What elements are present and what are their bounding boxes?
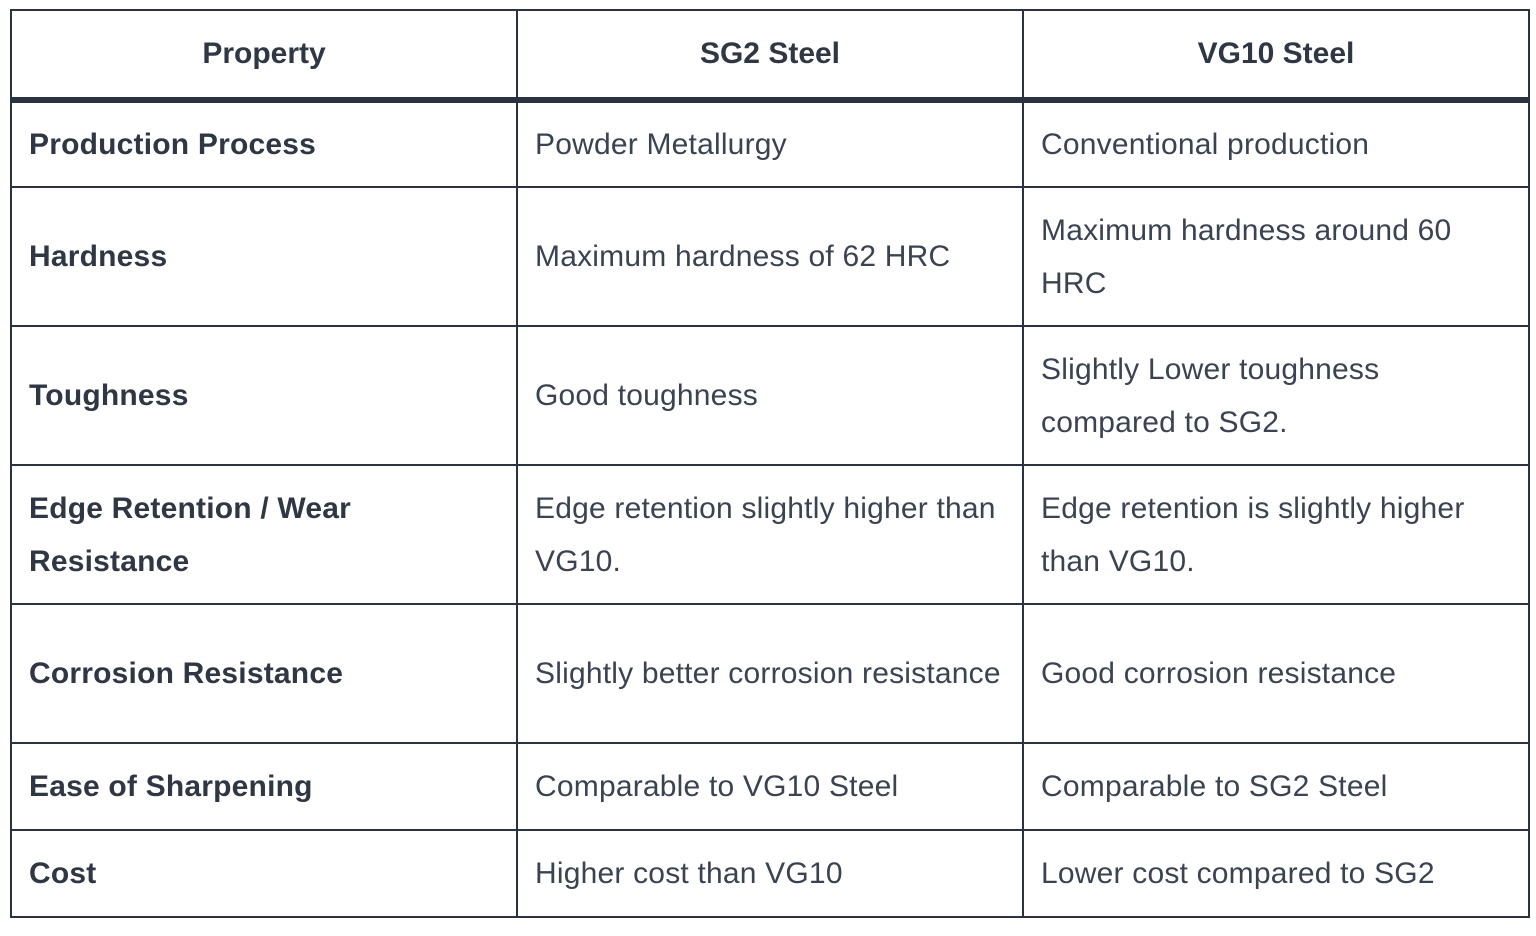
- sg2-cell: Comparable to VG10 Steel: [516, 742, 1024, 831]
- sg2-cell: Slightly better corrosion resistance: [516, 603, 1024, 744]
- sg2-cell: Maximum hardness of 62 HRC: [516, 186, 1024, 327]
- table-row: Toughness Good toughness Slightly Lower …: [10, 325, 1530, 466]
- property-cell: Ease of Sharpening: [10, 742, 518, 831]
- comparison-table-container: Property SG2 Steel VG10 Steel Production…: [10, 9, 1530, 918]
- sg2-cell: Edge retention slightly higher than VG10…: [516, 464, 1024, 605]
- table-body: Production Process Powder Metallurgy Con…: [10, 99, 1530, 918]
- table-row: Edge Retention / Wear Resistance Edge re…: [10, 464, 1530, 605]
- property-cell: Production Process: [10, 99, 518, 188]
- vg10-cell: Conventional production: [1022, 99, 1530, 188]
- property-cell: Edge Retention / Wear Resistance: [10, 464, 518, 605]
- header-row: Property SG2 Steel VG10 Steel: [10, 9, 1530, 103]
- property-cell: Toughness: [10, 325, 518, 466]
- sg2-cell: Higher cost than VG10: [516, 829, 1024, 918]
- steel-comparison-table: Property SG2 Steel VG10 Steel Production…: [10, 9, 1530, 918]
- table-row: Cost Higher cost than VG10 Lower cost co…: [10, 829, 1530, 918]
- table-header: Property SG2 Steel VG10 Steel: [10, 9, 1530, 103]
- table-row: Corrosion Resistance Slightly better cor…: [10, 603, 1530, 744]
- vg10-cell: Slightly Lower toughness compared to SG2…: [1022, 325, 1530, 466]
- table-row: Production Process Powder Metallurgy Con…: [10, 99, 1530, 188]
- header-vg10-steel: VG10 Steel: [1022, 9, 1530, 103]
- property-cell: Hardness: [10, 186, 518, 327]
- header-sg2-steel: SG2 Steel: [516, 9, 1024, 103]
- table-row: Hardness Maximum hardness of 62 HRC Maxi…: [10, 186, 1530, 327]
- vg10-cell: Maximum hardness around 60 HRC: [1022, 186, 1530, 327]
- vg10-cell: Comparable to SG2 Steel: [1022, 742, 1530, 831]
- vg10-cell: Lower cost compared to SG2: [1022, 829, 1530, 918]
- vg10-cell: Edge retention is slightly higher than V…: [1022, 464, 1530, 605]
- sg2-cell: Good toughness: [516, 325, 1024, 466]
- sg2-cell: Powder Metallurgy: [516, 99, 1024, 188]
- property-cell: Corrosion Resistance: [10, 603, 518, 744]
- vg10-cell: Good corrosion resistance: [1022, 603, 1530, 744]
- property-cell: Cost: [10, 829, 518, 918]
- header-property: Property: [10, 9, 518, 103]
- table-row: Ease of Sharpening Comparable to VG10 St…: [10, 742, 1530, 831]
